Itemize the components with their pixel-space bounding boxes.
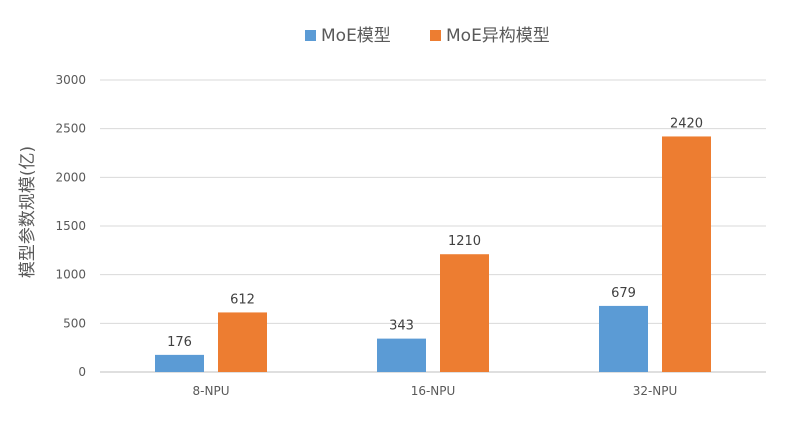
legend-swatch xyxy=(430,30,441,41)
data-label: 679 xyxy=(611,286,636,301)
legend-swatch xyxy=(305,30,316,41)
data-label: 343 xyxy=(389,319,414,334)
bar xyxy=(599,305,648,372)
bar xyxy=(218,312,267,372)
data-label: 1210 xyxy=(448,234,481,249)
y-axis-label: 模型参数规模(亿) xyxy=(18,146,38,278)
legend: MoE模型 MoE异构模型 xyxy=(305,26,550,46)
y-tick-label: 1000 xyxy=(55,268,86,282)
bar xyxy=(377,338,426,372)
bars: 176 612 343 1210 679 2420 xyxy=(155,116,711,372)
y-tick-label: 2500 xyxy=(55,122,86,136)
x-tick-label: 16-NPU xyxy=(411,384,456,398)
y-tick-label: 3000 xyxy=(55,73,86,87)
y-tick-label: 2000 xyxy=(55,170,86,184)
legend-label: MoE异构模型 xyxy=(446,26,550,46)
bar xyxy=(662,136,711,372)
bar xyxy=(440,254,489,372)
data-label: 176 xyxy=(167,335,192,350)
x-axis-ticks: 8-NPU 16-NPU 32-NPU xyxy=(193,384,678,398)
y-tick-label: 500 xyxy=(63,316,86,330)
legend-label: MoE模型 xyxy=(321,26,391,46)
x-tick-label: 8-NPU xyxy=(193,384,230,398)
data-label: 612 xyxy=(230,292,255,307)
bar xyxy=(155,354,204,372)
y-tick-label: 1500 xyxy=(55,219,86,233)
y-tick-label: 0 xyxy=(78,365,86,379)
x-tick-label: 32-NPU xyxy=(633,384,678,398)
gridlines xyxy=(100,79,766,373)
data-label: 2420 xyxy=(670,116,703,131)
y-axis-ticks: 0 500 1000 1500 2000 2500 3000 xyxy=(55,73,86,379)
